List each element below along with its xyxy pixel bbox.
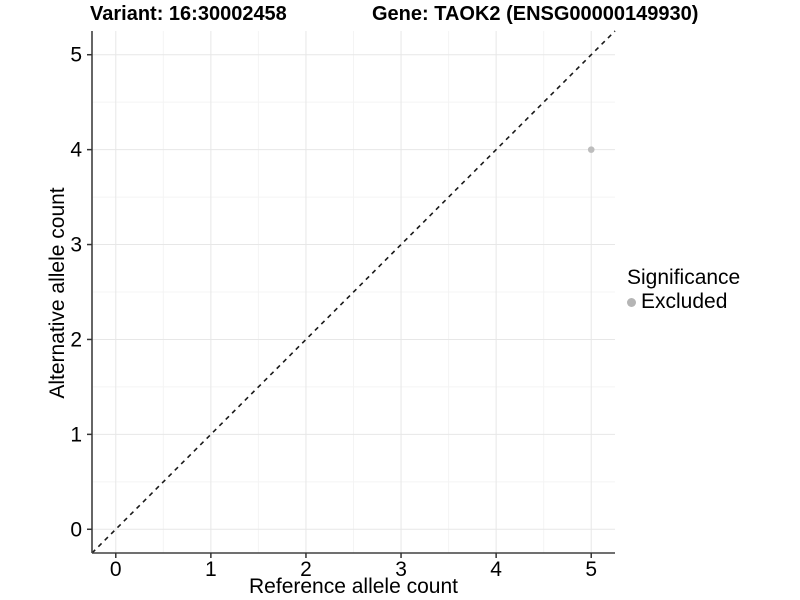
y-tick-label: 5 bbox=[70, 44, 82, 67]
identity-reference-line bbox=[91, 30, 616, 554]
y-axis-title: Alternative allele count bbox=[46, 187, 69, 399]
data-point bbox=[587, 146, 595, 153]
y-tick-label: 2 bbox=[70, 328, 82, 351]
y-tick-label: 1 bbox=[70, 423, 82, 446]
plot-title-gene: Gene: TAOK2 (ENSG00000149930) bbox=[372, 3, 699, 25]
y-tick-label: 0 bbox=[70, 518, 82, 541]
legend-item-excluded: Excluded bbox=[627, 290, 740, 314]
legend-title: Significance bbox=[627, 266, 741, 289]
legend: Significance Excluded bbox=[627, 266, 740, 314]
x-tick-label: 4 bbox=[490, 558, 502, 581]
plot-title-variant: Variant: 16:30002458 bbox=[90, 3, 287, 25]
x-tick-label: 3 bbox=[395, 558, 407, 581]
legend-item-label: Excluded bbox=[641, 290, 728, 313]
legend-point-icon bbox=[627, 297, 636, 307]
x-tick-label: 1 bbox=[205, 558, 217, 581]
y-tick-label: 3 bbox=[70, 234, 82, 257]
x-tick-label: 5 bbox=[585, 558, 597, 581]
x-tick-label: 2 bbox=[300, 558, 312, 581]
x-axis-title: Reference allele count bbox=[249, 575, 458, 598]
y-tick-label: 4 bbox=[70, 139, 82, 162]
x-tick-label: 0 bbox=[110, 558, 122, 581]
